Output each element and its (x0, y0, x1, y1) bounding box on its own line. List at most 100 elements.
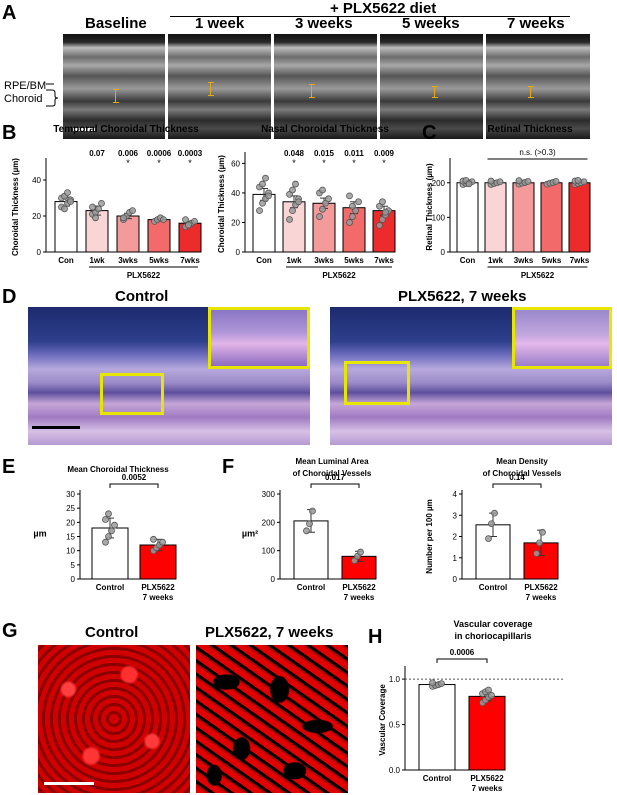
data-point (465, 180, 473, 188)
data-point (319, 205, 326, 213)
fluor-image-plx (196, 645, 348, 793)
data-point (160, 216, 167, 223)
data-point (102, 516, 109, 523)
data-point (185, 221, 192, 229)
category-label: 7 weeks (526, 593, 557, 602)
chart-temporal-thickness: Temporal Choroidal Thickness 0 20 40 Choroid… (11, 124, 203, 280)
data-point (259, 180, 266, 188)
y-axis-label: Choroidal Thickness (µm) (217, 155, 226, 253)
y-axis-label: Number per 100 µm (425, 499, 434, 573)
oct-title-1week: 1 week (195, 15, 245, 32)
panel-label-d: D (2, 286, 17, 308)
data-point (355, 198, 362, 206)
significance-star: * (292, 158, 296, 168)
data-point (379, 198, 386, 206)
chart-title: Mean Choroidal Thickness (67, 465, 169, 474)
significance-star: * (322, 158, 326, 168)
chart-title: Mean Density (496, 457, 548, 466)
data-point (111, 521, 118, 529)
data-point (376, 222, 383, 229)
chart-vessel-density: Mean Density of Choroidal Vessels 0 1 2 3 4 Num… (425, 457, 562, 602)
p-value-label: 0.07 (89, 149, 105, 158)
data-point (89, 203, 96, 211)
panel-label-g: G (2, 620, 18, 642)
category-label: Con (256, 256, 272, 265)
y-tick-label: 0 (71, 575, 76, 584)
p-value-label: 0.0006 (147, 149, 172, 158)
thickness-marker (432, 86, 438, 98)
oct-title-7weeks: 7 weeks (507, 15, 565, 32)
bar (468, 695, 506, 771)
data-point (292, 180, 299, 188)
p-value-bracket (436, 658, 488, 663)
data-point (488, 520, 495, 528)
data-point (159, 538, 166, 546)
data-point (182, 216, 189, 223)
y-tick-label: 0.5 (389, 721, 401, 730)
category-label: 3wks (314, 256, 334, 265)
p-value-label: 0.011 (344, 149, 364, 158)
data-point (306, 520, 313, 528)
data-point (256, 207, 263, 215)
chart-title: in choriocapillaris (454, 631, 531, 641)
y-axis-label: µm² (242, 529, 258, 539)
category-label: 7 weeks (143, 593, 174, 602)
chart-nasal-thickness: Nasal Choroidal Thickness 0 20 40 60 Choroida… (217, 124, 396, 280)
category-label: Con (58, 256, 74, 265)
data-point (438, 680, 445, 688)
scale-bar (73, 128, 95, 131)
y-axis-label: µm (33, 529, 46, 539)
data-point (515, 177, 523, 185)
data-point (295, 198, 302, 206)
data-point (129, 207, 136, 214)
bar (418, 684, 456, 771)
panel-label-c: C (422, 122, 437, 144)
data-point (309, 507, 316, 515)
data-point (61, 205, 68, 213)
data-point (485, 686, 492, 694)
y-tick-label: 25 (66, 504, 75, 513)
significance-star: * (188, 158, 192, 168)
p-value-label: 0.0006 (450, 648, 475, 657)
chart-luminal-area: Mean Luminal Area of Choroidal Vessels 0 10… (242, 457, 377, 602)
p-value-label: 0.009 (374, 149, 395, 158)
y-tick-label: 1 (453, 554, 458, 563)
data-point (289, 207, 296, 215)
scale-bar (32, 426, 80, 429)
data-point (67, 198, 74, 205)
category-label: PLX5622 (342, 583, 376, 592)
data-point (574, 176, 582, 184)
y-axis-label: Choroidal Thickness (µm) (11, 158, 20, 256)
y-tick-label: 0.0 (389, 766, 401, 775)
data-point (98, 200, 105, 207)
histology-title-control: Control (115, 288, 169, 305)
group-label: PLX5622 (322, 271, 356, 280)
category-label: Control (479, 583, 507, 592)
data-point (92, 214, 99, 222)
bar (116, 215, 140, 253)
oct-image-3weeks (274, 34, 379, 139)
chart-title: Mean Luminal Area (295, 457, 369, 466)
y-tick-label: 3 (453, 511, 458, 520)
fluor-title-plx: PLX5622, 7 weeks (205, 624, 334, 641)
p-value-label: 0.14 (509, 473, 525, 482)
y-tick-label: 0 (441, 248, 446, 257)
oct-image-baseline (63, 34, 167, 139)
y-tick-label: 20 (231, 218, 240, 227)
data-point (536, 539, 543, 547)
group-label: PLX5622 (127, 271, 161, 280)
chart-title: Retinal Thickness (487, 124, 572, 135)
category-label: 1wk (488, 256, 504, 265)
layer-bracket (46, 83, 59, 107)
oct-title-5weeks: 5 weeks (402, 15, 460, 32)
y-tick-label: 15 (66, 533, 75, 542)
y-tick-label: 0 (37, 248, 42, 257)
data-point (349, 213, 356, 220)
category-label: Control (423, 774, 451, 783)
data-point (552, 177, 560, 185)
data-point (496, 178, 504, 186)
p-value-label: 0.0003 (178, 149, 203, 158)
y-tick-label: 40 (32, 176, 41, 185)
p-value-bracket (109, 483, 159, 488)
data-point (150, 535, 157, 543)
